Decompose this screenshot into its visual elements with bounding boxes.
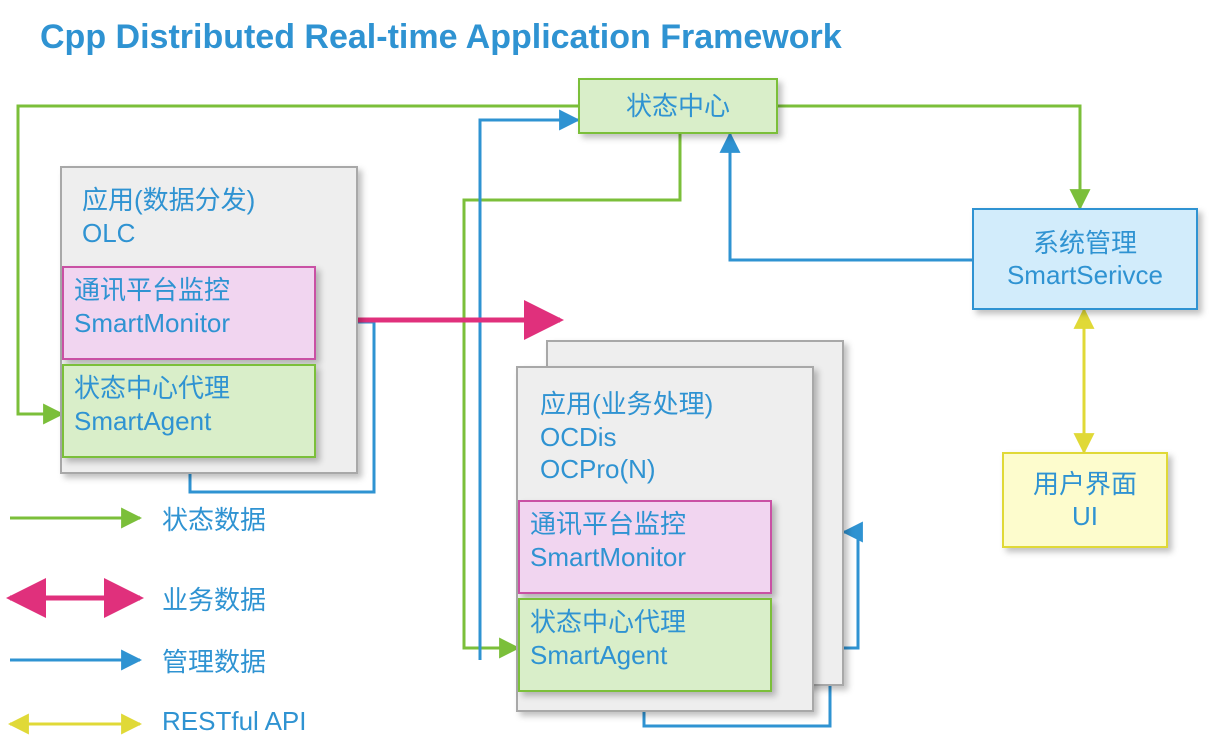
edge-sc-to-sys <box>778 106 1080 208</box>
smartagent-left-box: 状态中心代理 SmartAgent <box>62 364 316 458</box>
app-distribution-header-label: 应用(数据分发) OLC <box>72 178 265 255</box>
system-management-label: 系统管理 SmartSerivce <box>1007 227 1163 292</box>
smartmonitor-right-label: 通讯平台监控 SmartMonitor <box>520 502 770 579</box>
system-management-box: 系统管理 SmartSerivce <box>972 208 1198 310</box>
user-interface-box: 用户界面 UI <box>1002 452 1168 548</box>
state-center-box: 状态中心 <box>578 78 778 134</box>
smartagent-right-label: 状态中心代理 SmartAgent <box>520 600 770 677</box>
edge-sys-to-sc <box>730 134 972 260</box>
smartmonitor-left-box: 通讯平台监控 SmartMonitor <box>62 266 316 360</box>
legend-label-3: RESTful API <box>162 706 307 737</box>
app-processing-header-label: 应用(业务处理) OCDis OCPro(N) <box>530 382 723 492</box>
smartmonitor-left-label: 通讯平台监控 SmartMonitor <box>64 268 314 345</box>
user-interface-label: 用户界面 UI <box>1033 468 1137 533</box>
app-distribution-header: 应用(数据分发) OLC <box>72 178 265 255</box>
legend-label-0: 状态数据 <box>162 500 266 537</box>
app-processing-header: 应用(业务处理) OCDis OCPro(N) <box>530 382 723 492</box>
legend-label-2: 管理数据 <box>162 642 266 679</box>
smartagent-left-label: 状态中心代理 SmartAgent <box>64 366 314 443</box>
state-center-label: 状态中心 <box>626 90 730 123</box>
smartmonitor-right-box: 通讯平台监控 SmartMonitor <box>518 500 772 594</box>
smartagent-right-box: 状态中心代理 SmartAgent <box>518 598 772 692</box>
legend-label-1: 业务数据 <box>162 580 266 617</box>
page-title: Cpp Distributed Real-time Application Fr… <box>40 18 842 57</box>
